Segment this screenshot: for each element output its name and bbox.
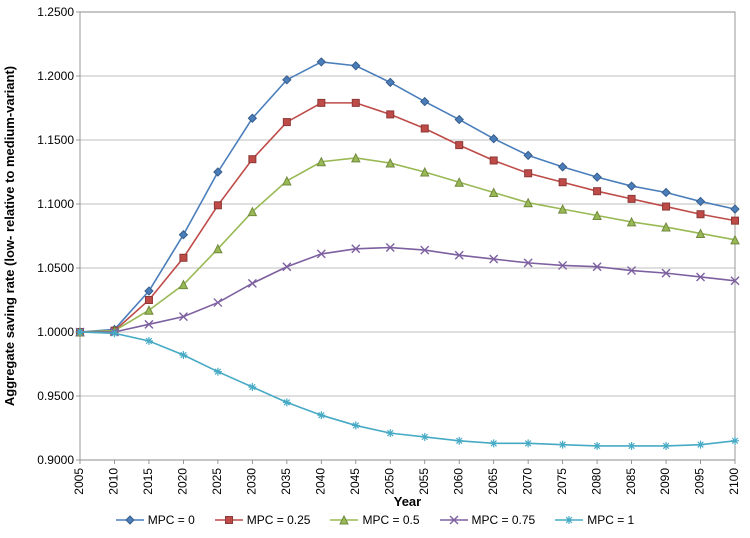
legend-swatch-icon (116, 513, 144, 527)
svg-text:0.9000: 0.9000 (37, 453, 74, 467)
svg-text:1.1000: 1.1000 (37, 197, 74, 211)
svg-text:2045: 2045 (348, 468, 362, 495)
svg-text:2025: 2025 (210, 468, 224, 495)
svg-text:2055: 2055 (417, 468, 431, 495)
legend-swatch-icon (215, 513, 243, 527)
svg-text:2005: 2005 (72, 468, 86, 495)
legend-label: MPC = 0 (148, 513, 195, 527)
svg-text:1.0500: 1.0500 (37, 261, 74, 275)
svg-text:2010: 2010 (107, 468, 121, 495)
legend-swatch-icon (440, 513, 468, 527)
legend-swatch-icon (555, 513, 583, 527)
legend-swatch-icon (330, 513, 358, 527)
svg-text:1.2500: 1.2500 (37, 5, 74, 19)
svg-text:2020: 2020 (176, 468, 190, 495)
svg-text:2075: 2075 (555, 468, 569, 495)
svg-text:1.0000: 1.0000 (37, 325, 74, 339)
svg-text:2040: 2040 (313, 468, 327, 495)
svg-text:2085: 2085 (624, 468, 638, 495)
legend-item: MPC = 0.5 (330, 513, 419, 527)
line-chart: 0.9000 0.9500 1.0000 1.0500 1.1000 1.1500 1.20… (0, 0, 750, 538)
svg-text:2090: 2090 (658, 468, 672, 495)
chart-legend: MPC = 0 MPC = 0.25 MPC = 0.5 MPC = 0.75 MPC … (0, 513, 750, 527)
svg-text:1.1500: 1.1500 (37, 133, 74, 147)
svg-text:Aggregate saving rate (low- re: Aggregate saving rate (low- relative to … (2, 66, 17, 406)
legend-item: MPC = 0.25 (215, 513, 311, 527)
svg-text:1.2000: 1.2000 (37, 69, 74, 83)
svg-text:2070: 2070 (520, 468, 534, 495)
svg-text:2100: 2100 (727, 468, 741, 495)
legend-item: MPC = 0 (116, 513, 195, 527)
svg-text:2030: 2030 (245, 468, 259, 495)
svg-text:2050: 2050 (382, 468, 396, 495)
svg-text:2065: 2065 (486, 468, 500, 495)
svg-text:2015: 2015 (141, 468, 155, 495)
legend-label: MPC = 1 (587, 513, 634, 527)
chart-container: 0.9000 0.9500 1.0000 1.0500 1.1000 1.1500 1.20… (0, 0, 750, 538)
legend-label: MPC = 0.5 (362, 513, 419, 527)
legend-label: MPC = 0.75 (472, 513, 536, 527)
legend-item: MPC = 0.75 (440, 513, 536, 527)
svg-text:2080: 2080 (589, 468, 603, 495)
legend-item: MPC = 1 (555, 513, 634, 527)
svg-text:2035: 2035 (279, 468, 293, 495)
legend-label: MPC = 0.25 (247, 513, 311, 527)
svg-text:Year: Year (394, 494, 421, 509)
svg-text:0.9500: 0.9500 (37, 389, 74, 403)
svg-text:2095: 2095 (693, 468, 707, 495)
svg-text:2060: 2060 (451, 468, 465, 495)
